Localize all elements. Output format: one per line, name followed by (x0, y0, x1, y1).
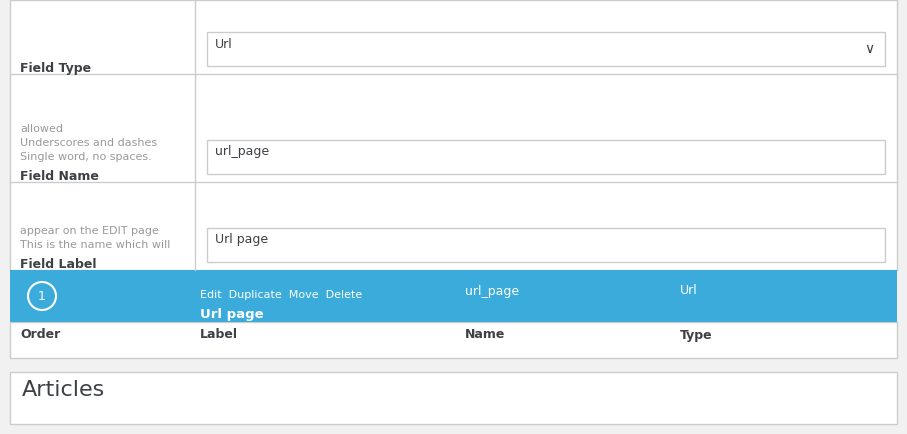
FancyBboxPatch shape (207, 140, 885, 174)
Text: Field Label: Field Label (20, 258, 96, 271)
Text: allowed: allowed (20, 124, 63, 134)
Text: Underscores and dashes: Underscores and dashes (20, 138, 157, 148)
Text: 1: 1 (38, 289, 46, 302)
FancyBboxPatch shape (10, 322, 897, 358)
FancyBboxPatch shape (207, 228, 885, 262)
Text: Single word, no spaces.: Single word, no spaces. (20, 152, 151, 162)
FancyBboxPatch shape (10, 270, 897, 322)
Text: Url: Url (680, 285, 697, 297)
Text: Label: Label (200, 329, 238, 342)
Text: This is the name which will: This is the name which will (20, 240, 171, 250)
Text: Field Type: Field Type (20, 62, 91, 75)
Text: url_page: url_page (215, 145, 269, 158)
Text: Type: Type (680, 329, 713, 342)
Text: ∨: ∨ (864, 42, 874, 56)
Text: Field Name: Field Name (20, 170, 99, 183)
Text: Url page: Url page (215, 233, 268, 247)
Text: appear on the EDIT page: appear on the EDIT page (20, 226, 159, 236)
Text: url_page: url_page (465, 285, 519, 297)
Text: Url: Url (215, 37, 233, 50)
Text: Name: Name (465, 329, 505, 342)
FancyBboxPatch shape (207, 32, 885, 66)
Text: Edit  Duplicate  Move  Delete: Edit Duplicate Move Delete (200, 290, 362, 300)
Text: Articles: Articles (22, 380, 105, 400)
Text: Url page: Url page (200, 308, 264, 321)
Text: Order: Order (20, 329, 60, 342)
FancyBboxPatch shape (10, 372, 897, 424)
FancyBboxPatch shape (10, 0, 897, 270)
